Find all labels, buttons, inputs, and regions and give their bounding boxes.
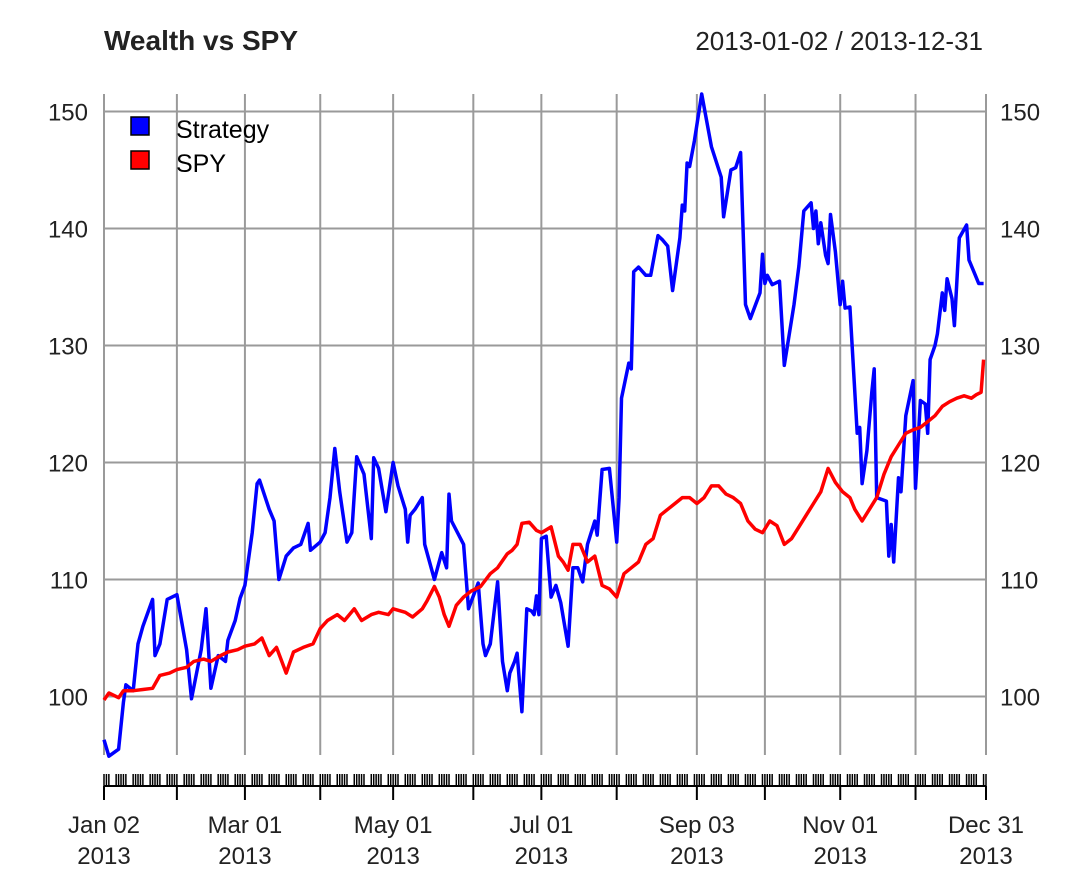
y-tick-label-left: 120: [48, 451, 88, 478]
x-tick-label: Mar 01: [208, 812, 283, 839]
y-tick-label-right: 120: [1000, 451, 1040, 478]
x-tick-label-year: 2013: [814, 843, 867, 870]
series-lines: [102, 92, 986, 758]
date-range: 2013-01-02 / 2013-12-31: [695, 26, 983, 56]
series-line-spy: [102, 359, 986, 702]
y-tick-label-left: 110: [50, 568, 88, 595]
x-tick-label: May 01: [354, 812, 433, 839]
x-tick-label-year: 2013: [515, 843, 568, 870]
y-tick-label-left: 130: [48, 334, 88, 361]
x-tick-label: Jan 02: [68, 812, 140, 839]
x-axis-major-ticks: [103, 786, 987, 800]
x-tick-label: Nov 01: [802, 812, 878, 839]
y-tick-label-right: 140: [1000, 217, 1040, 244]
y-tick-label-right: 130: [1000, 334, 1040, 361]
y-axis-right-labels: 100 110 120 130 140 150: [1000, 100, 1040, 712]
legend-swatch-spy: [130, 150, 150, 170]
y-tick-label-left: 150: [48, 100, 88, 127]
x-tick-label: Jul 01: [509, 812, 573, 839]
legend-swatch-strategy: [130, 116, 150, 136]
y-gridlines: [104, 110, 986, 698]
x-gridlines: [103, 94, 987, 755]
y-tick-label-left: 140: [48, 217, 88, 244]
x-tick-label-year: 2013: [670, 843, 723, 870]
series-line-strategy: [102, 92, 984, 758]
daily-minor-ticks: [103, 774, 987, 786]
y-tick-label-right: 150: [1000, 100, 1040, 127]
y-axis-left-labels: 100 110 120 130 140 150: [48, 100, 88, 712]
x-tick-label: Dec 31: [948, 812, 1024, 839]
legend: Strategy SPY: [130, 116, 270, 178]
x-tick-label: Sep 03: [659, 812, 735, 839]
x-tick-label-year: 2013: [366, 843, 419, 870]
y-tick-label-right: 110: [1000, 568, 1038, 595]
legend-label-spy: SPY: [176, 150, 226, 178]
x-axis-labels: Jan 02 2013 Mar 01 2013 May 01 2013 Jul 01 2013…: [68, 812, 1024, 870]
x-tick-label-year: 2013: [218, 843, 271, 870]
x-tick-label-year: 2013: [77, 843, 130, 870]
y-tick-label-left: 100: [48, 685, 88, 712]
legend-label-strategy: Strategy: [176, 116, 270, 144]
x-tick-label-year: 2013: [959, 843, 1012, 870]
y-tick-label-right: 100: [1000, 685, 1040, 712]
chart-title: Wealth vs SPY: [104, 25, 298, 56]
